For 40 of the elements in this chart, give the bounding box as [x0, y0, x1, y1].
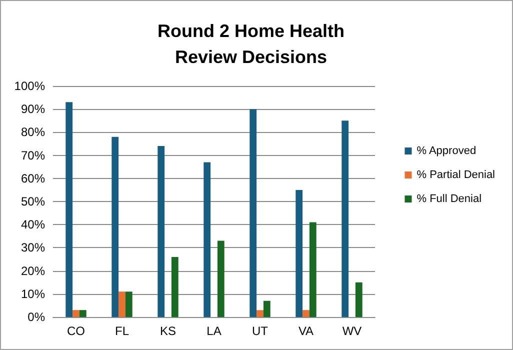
x-tick-label: KS: [160, 324, 176, 338]
bar: [72, 310, 80, 317]
bar: [302, 310, 310, 317]
bar: [112, 136, 119, 317]
y-tick-label: 80%: [20, 125, 46, 140]
legend-label: % Full Denial: [416, 193, 482, 205]
x-tick-label: UT: [252, 324, 269, 338]
y-tick-label: 100%: [14, 79, 46, 93]
bar: [296, 190, 303, 317]
x-tick-label: CO: [67, 324, 85, 338]
bar: [309, 222, 316, 317]
bar: [66, 102, 73, 317]
bar: [79, 310, 86, 317]
legend-label: % Partial Denial: [416, 169, 496, 181]
x-tick-label: LA: [206, 324, 222, 338]
bar: [256, 310, 264, 317]
y-tick-label: 90%: [20, 102, 46, 116]
x-tick-label: FL: [114, 324, 130, 338]
bar: [342, 120, 349, 317]
bar: [263, 300, 270, 317]
x-tick-label: VA: [298, 324, 314, 338]
y-tick-label: 0%: [28, 310, 46, 324]
y-tick-label: 20%: [20, 264, 46, 278]
bar: [204, 162, 211, 317]
bar: [250, 109, 257, 317]
legend-label: % Approved: [416, 145, 476, 157]
bar: [355, 282, 362, 317]
bar: [171, 256, 178, 317]
bar: [118, 292, 126, 317]
y-tick-label: 60%: [20, 171, 46, 186]
y-tick-label: 40%: [20, 218, 46, 232]
y-tick-label: 70%: [20, 148, 46, 162]
bar: [217, 240, 224, 317]
y-tick-label: 10%: [20, 286, 46, 301]
y-tick-label: 30%: [20, 240, 46, 255]
y-tick-label: 50%: [20, 194, 46, 208]
chart-title: Round 2 Home Health Review Decisions: [157, 21, 345, 67]
x-tick-label: WV: [342, 324, 362, 338]
bar: [125, 292, 132, 317]
bar: [158, 146, 165, 317]
